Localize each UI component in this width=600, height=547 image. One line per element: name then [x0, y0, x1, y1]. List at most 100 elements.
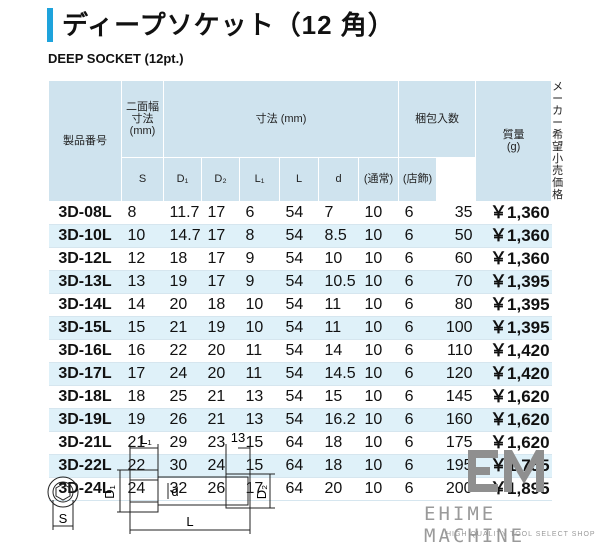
table-cell: 18 — [318, 454, 359, 478]
table-cell: 14 — [318, 339, 359, 363]
table-cell: 10 — [358, 201, 399, 225]
logo-shapes — [468, 450, 544, 492]
table-cell: 160 — [436, 408, 476, 432]
table-cell: 19 — [163, 270, 202, 294]
table-row: 3D-15L 15 21 19 10 54 11 10 6 100 ￥1,395 — [48, 316, 552, 340]
table-cell: 6 — [398, 224, 437, 248]
table-cell: 50 — [436, 224, 476, 248]
table-cell: 12 — [121, 247, 164, 271]
header-sub-cell: L — [279, 156, 319, 203]
table-cell: 54 — [279, 339, 319, 363]
table-cell: 10 — [239, 316, 280, 340]
table-cell: 11 — [318, 316, 359, 340]
table-cell: 3D-10L — [48, 224, 122, 248]
header-cell: 梱包入数 — [398, 80, 477, 158]
table-row: 3D-13L 13 19 17 9 54 10.5 10 6 70 ￥1,395 — [48, 270, 552, 294]
label-13: 13 — [231, 430, 245, 445]
table-cell: 54 — [279, 247, 319, 271]
table-cell: 8.5 — [318, 224, 359, 248]
table-cell: 24 — [201, 454, 240, 478]
header-text: (g) — [506, 141, 521, 153]
header-sub-cell: (通常) — [357, 156, 400, 203]
table-cell: 21 — [163, 316, 202, 340]
table-cell: 64 — [279, 431, 319, 455]
table-cell: 13 — [239, 408, 280, 432]
table-cell: ￥1,420 — [475, 362, 552, 386]
logo-name: EHIME MACHINE — [424, 503, 526, 547]
table-body: 3D-08L 8 11.7 17 6 54 7 10 6 35 ￥1,360 3D-10L 10 14.7… — [48, 201, 552, 501]
table-row: 3D-21L 21 29 23 15 64 18 10 6 175 ￥1,620 — [48, 431, 552, 455]
table-cell: 145 — [436, 385, 476, 409]
header-sub-cell: D₁ — [163, 156, 202, 203]
table-cell: 120 — [436, 362, 476, 386]
table-cell: 22 — [163, 339, 202, 363]
label-l1: L₁ — [140, 432, 152, 447]
table-cell: 23 — [201, 431, 240, 455]
table-cell: 10 — [318, 247, 359, 271]
table-cell: 8 — [239, 224, 280, 248]
label-d1: D₁ — [102, 485, 117, 499]
table-cell: ￥1,395 — [475, 293, 552, 317]
table-cell: 10 — [358, 408, 399, 432]
table-row: 3D-12L 12 18 17 9 54 10 10 6 60 ￥1,360 — [48, 247, 552, 271]
table-cell: 11 — [239, 339, 280, 363]
header-text: 梱包入数 — [415, 112, 460, 125]
table-cell: 6 — [239, 201, 280, 225]
table-cell: 54 — [279, 408, 319, 432]
table-row: 3D-08L 8 11.7 17 6 54 7 10 6 35 ￥1,360 — [48, 201, 552, 225]
table-cell: 32 — [163, 477, 202, 501]
table-cell: ￥1,360 — [475, 224, 552, 248]
table-cell: 26 — [201, 477, 240, 501]
header-row: 製品番号 二面幅 寸法 (mm) 寸法 (mm) 梱包入数 質量 (g) メーカー希望 小売価格 — [48, 80, 563, 202]
subtitle: DEEP SOCKET (12pt.) — [48, 51, 184, 66]
table-cell: 6 — [398, 270, 437, 294]
table-cell: 54 — [279, 362, 319, 386]
table-cell: 110 — [436, 339, 476, 363]
table-cell: 10 — [358, 362, 399, 386]
table-cell: 7 — [318, 201, 359, 225]
table-row: 3D-19L 19 26 21 13 54 16.2 10 6 160 ￥1,620 — [48, 408, 552, 432]
table-cell: ￥1,395 — [475, 270, 552, 294]
header-sub-cell: (店飾) — [398, 156, 438, 203]
header-text: 寸法 (mm) — [255, 112, 307, 125]
table-cell: 10 — [121, 224, 164, 248]
table-cell: 6 — [398, 293, 437, 317]
table-cell: 6 — [398, 477, 437, 501]
table-cell: 18 — [121, 385, 164, 409]
table-cell: ￥1,620 — [475, 431, 552, 455]
logo-mark — [468, 450, 544, 492]
table-cell: 11 — [318, 293, 359, 317]
label-d: d — [171, 484, 178, 499]
header-cell: 二面幅 寸法 (mm) — [121, 80, 164, 158]
table-cell: 18 — [318, 431, 359, 455]
table-cell: 8 — [121, 201, 164, 225]
spec-table: 製品番号 二面幅 寸法 (mm) 寸法 (mm) 梱包入数 質量 (g) メーカー希望 小売価格 S… — [48, 80, 563, 501]
table-cell: 54 — [279, 316, 319, 340]
table-cell: 19 — [201, 316, 240, 340]
table-cell: 54 — [279, 201, 319, 225]
table-cell: 14.5 — [318, 362, 359, 386]
table-cell: 10 — [358, 270, 399, 294]
table-cell: 13 — [239, 385, 280, 409]
table-cell: 21 — [201, 408, 240, 432]
table-cell: 10 — [358, 431, 399, 455]
table-cell: 3D-18L — [48, 385, 122, 409]
table-cell: 10 — [358, 339, 399, 363]
socket-diagram: L₁ 13 D₁ d D₂ L S — [47, 430, 275, 534]
header-text: 寸法 — [131, 112, 154, 125]
table-cell: 195 — [436, 454, 476, 478]
table-cell: 6 — [398, 362, 437, 386]
diagram-lines — [47, 444, 275, 534]
table-cell: 17 — [201, 247, 240, 271]
table-cell: 30 — [163, 454, 202, 478]
table-cell: 54 — [279, 224, 319, 248]
table-cell: 6 — [398, 454, 437, 478]
table-cell: 16 — [121, 339, 164, 363]
header-cell: 質量 (g) — [475, 80, 553, 202]
table-cell: 3D-14L — [48, 293, 122, 317]
table-cell: ￥1,620 — [475, 408, 552, 432]
table-cell: 14.7 — [163, 224, 202, 248]
table-row: 3D-16L 16 22 20 11 54 14 10 6 110 ￥1,420 — [48, 339, 552, 363]
table-cell: 15 — [318, 385, 359, 409]
